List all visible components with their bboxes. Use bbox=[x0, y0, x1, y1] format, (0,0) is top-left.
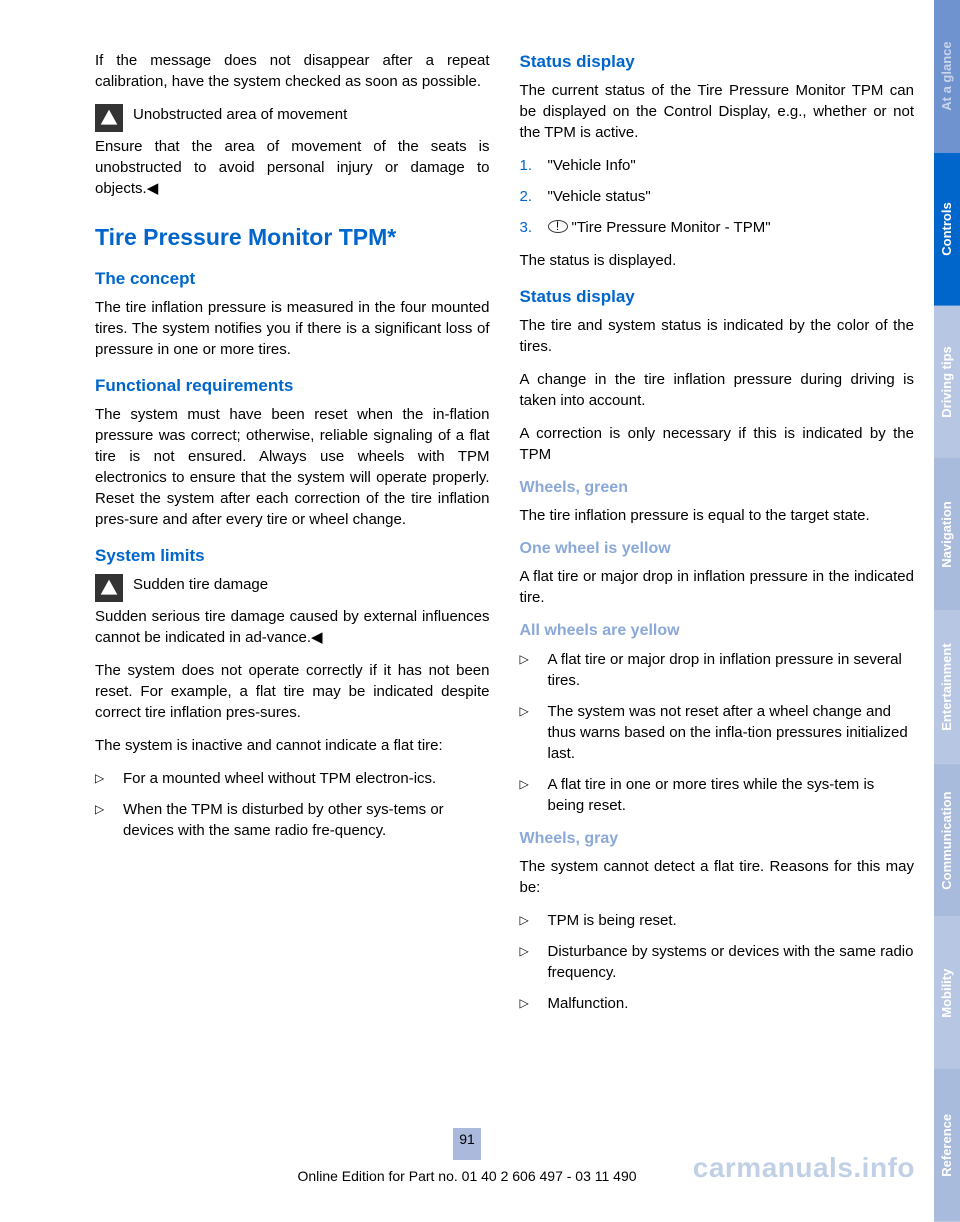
one-yellow-paragraph: A flat tire or major drop in inflation p… bbox=[520, 566, 915, 608]
subheading-wheels-gray: Wheels, gray bbox=[520, 828, 915, 850]
section-tab[interactable]: Navigation bbox=[934, 458, 960, 611]
warning-icon bbox=[95, 574, 123, 602]
green-paragraph: The tire inflation pressure is equal to … bbox=[520, 505, 915, 526]
tpm-icon: ! bbox=[548, 220, 568, 233]
section-tab[interactable]: At a glance bbox=[934, 0, 960, 153]
warning-icon bbox=[95, 104, 123, 132]
section-tab[interactable]: Entertainment bbox=[934, 611, 960, 764]
two-columns: If the message does not disappear after … bbox=[95, 50, 914, 1182]
list-item: "Vehicle status" bbox=[520, 186, 915, 207]
warning-box-damage: Sudden tire damage bbox=[95, 574, 490, 602]
left-column: If the message does not disappear after … bbox=[95, 50, 490, 1182]
warning-text: Sudden tire damage bbox=[133, 574, 490, 595]
right-column: Status display The current status of the… bbox=[520, 50, 915, 1182]
subheading-functional: Functional requirements bbox=[95, 374, 490, 398]
list-item-text: "Tire Pressure Monitor - TPM" bbox=[572, 219, 771, 236]
watermark: carmanuals.info bbox=[693, 1148, 915, 1187]
intro-paragraph: If the message does not disappear after … bbox=[95, 50, 490, 92]
subheading-limits: System limits bbox=[95, 544, 490, 568]
section-tab[interactable]: Mobility bbox=[934, 917, 960, 1070]
limits-list: For a mounted wheel without TPM electron… bbox=[95, 768, 490, 841]
list-item: For a mounted wheel without TPM electron… bbox=[95, 768, 490, 789]
concept-paragraph: The tire inflation pressure is measured … bbox=[95, 297, 490, 360]
subheading-wheels-green: Wheels, green bbox=[520, 477, 915, 499]
section-tab[interactable]: Driving tips bbox=[934, 306, 960, 459]
page-number: 91 bbox=[453, 1128, 481, 1160]
list-item: Malfunction. bbox=[520, 993, 915, 1014]
status-paragraph: The current status of the Tire Pressure … bbox=[520, 80, 915, 143]
content-area: If the message does not disappear after … bbox=[0, 0, 934, 1222]
list-item: The system was not reset after a wheel c… bbox=[520, 701, 915, 764]
status2-paragraph-3: A correction is only necessary if this i… bbox=[520, 423, 915, 465]
subheading-concept: The concept bbox=[95, 267, 490, 291]
warning-body: Sudden serious tire damage caused by ext… bbox=[95, 606, 490, 648]
page: If the message does not disappear after … bbox=[0, 0, 960, 1222]
all-yellow-list: A flat tire or major drop in inflation p… bbox=[520, 649, 915, 816]
warning-box-movement: Unobstructed area of movement bbox=[95, 104, 490, 132]
warning-body: Ensure that the area of movement of the … bbox=[95, 136, 490, 199]
list-item: Disturbance by systems or devices with t… bbox=[520, 941, 915, 983]
subheading-one-yellow: One wheel is yellow bbox=[520, 538, 915, 560]
section-tab[interactable]: Reference bbox=[934, 1069, 960, 1222]
warning-title: Sudden tire damage bbox=[133, 576, 268, 593]
section-tab[interactable]: Controls bbox=[934, 153, 960, 306]
status2-paragraph-1: The tire and system status is indicated … bbox=[520, 315, 915, 357]
limits-paragraph-1: The system does not operate correctly if… bbox=[95, 660, 490, 723]
section-heading-tpm: Tire Pressure Monitor TPM* bbox=[95, 221, 490, 253]
list-item: ! "Tire Pressure Monitor - TPM" bbox=[520, 217, 915, 238]
subheading-status-display-2: Status display bbox=[520, 285, 915, 309]
list-item: A flat tire in one or more tires while t… bbox=[520, 774, 915, 816]
list-item: "Vehicle Info" bbox=[520, 155, 915, 176]
gray-list: TPM is being reset. Disturbance by syste… bbox=[520, 910, 915, 1014]
warning-text: Unobstructed area of movement bbox=[133, 104, 490, 125]
subheading-status-display: Status display bbox=[520, 50, 915, 74]
list-item: When the TPM is disturbed by other sys‐t… bbox=[95, 799, 490, 841]
warning-title: Unobstructed area of movement bbox=[133, 106, 347, 123]
functional-paragraph: The system must have been reset when the… bbox=[95, 404, 490, 530]
status-steps: "Vehicle Info" "Vehicle status" ! "Tire P… bbox=[520, 155, 915, 238]
status-after-paragraph: The status is displayed. bbox=[520, 250, 915, 271]
status2-paragraph-2: A change in the tire inflation pressure … bbox=[520, 369, 915, 411]
gray-paragraph: The system cannot detect a flat tire. Re… bbox=[520, 856, 915, 898]
list-item: TPM is being reset. bbox=[520, 910, 915, 931]
list-item: A flat tire or major drop in inflation p… bbox=[520, 649, 915, 691]
subheading-all-yellow: All wheels are yellow bbox=[520, 620, 915, 642]
section-tabs: At a glanceControlsDriving tipsNavigatio… bbox=[934, 0, 960, 1222]
limits-paragraph-2: The system is inactive and cannot indica… bbox=[95, 735, 490, 756]
section-tab[interactable]: Communication bbox=[934, 764, 960, 917]
